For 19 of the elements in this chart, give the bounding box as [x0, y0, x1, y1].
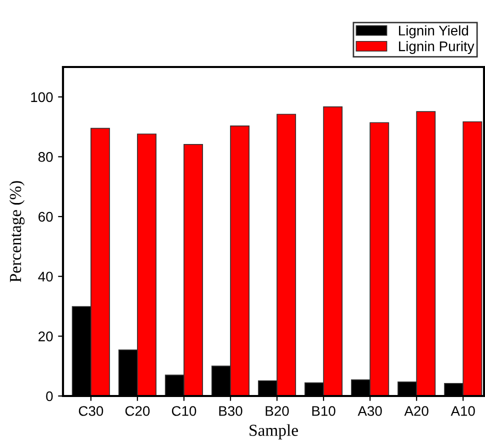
legend-label: Lignin Yield: [399, 25, 468, 38]
y-tick-label: 20: [38, 332, 53, 342]
y-tick-label: 0: [46, 391, 53, 402]
x-tick-label: B10: [312, 406, 336, 416]
legend-label: Lignin Purity: [399, 41, 474, 54]
x-tick-label: A30: [358, 406, 382, 416]
x-axis-title: Sample: [250, 424, 298, 440]
y-tick-label: 80: [38, 152, 53, 162]
x-tick-label: C10: [172, 406, 196, 416]
x-tick-label: C20: [125, 406, 150, 416]
x-tick-label: B30: [219, 406, 242, 416]
x-tick-label: C30: [78, 406, 104, 416]
x-tick-label: B20: [266, 406, 289, 416]
x-tick-label: A10: [450, 406, 475, 416]
x-tick-label: A20: [404, 406, 428, 416]
y-tick-label: 60: [38, 212, 53, 222]
y-tick-label: 40: [38, 272, 53, 282]
y-tick-label: 100: [31, 92, 53, 102]
y-axis-title: Percentage (%): [9, 181, 25, 282]
